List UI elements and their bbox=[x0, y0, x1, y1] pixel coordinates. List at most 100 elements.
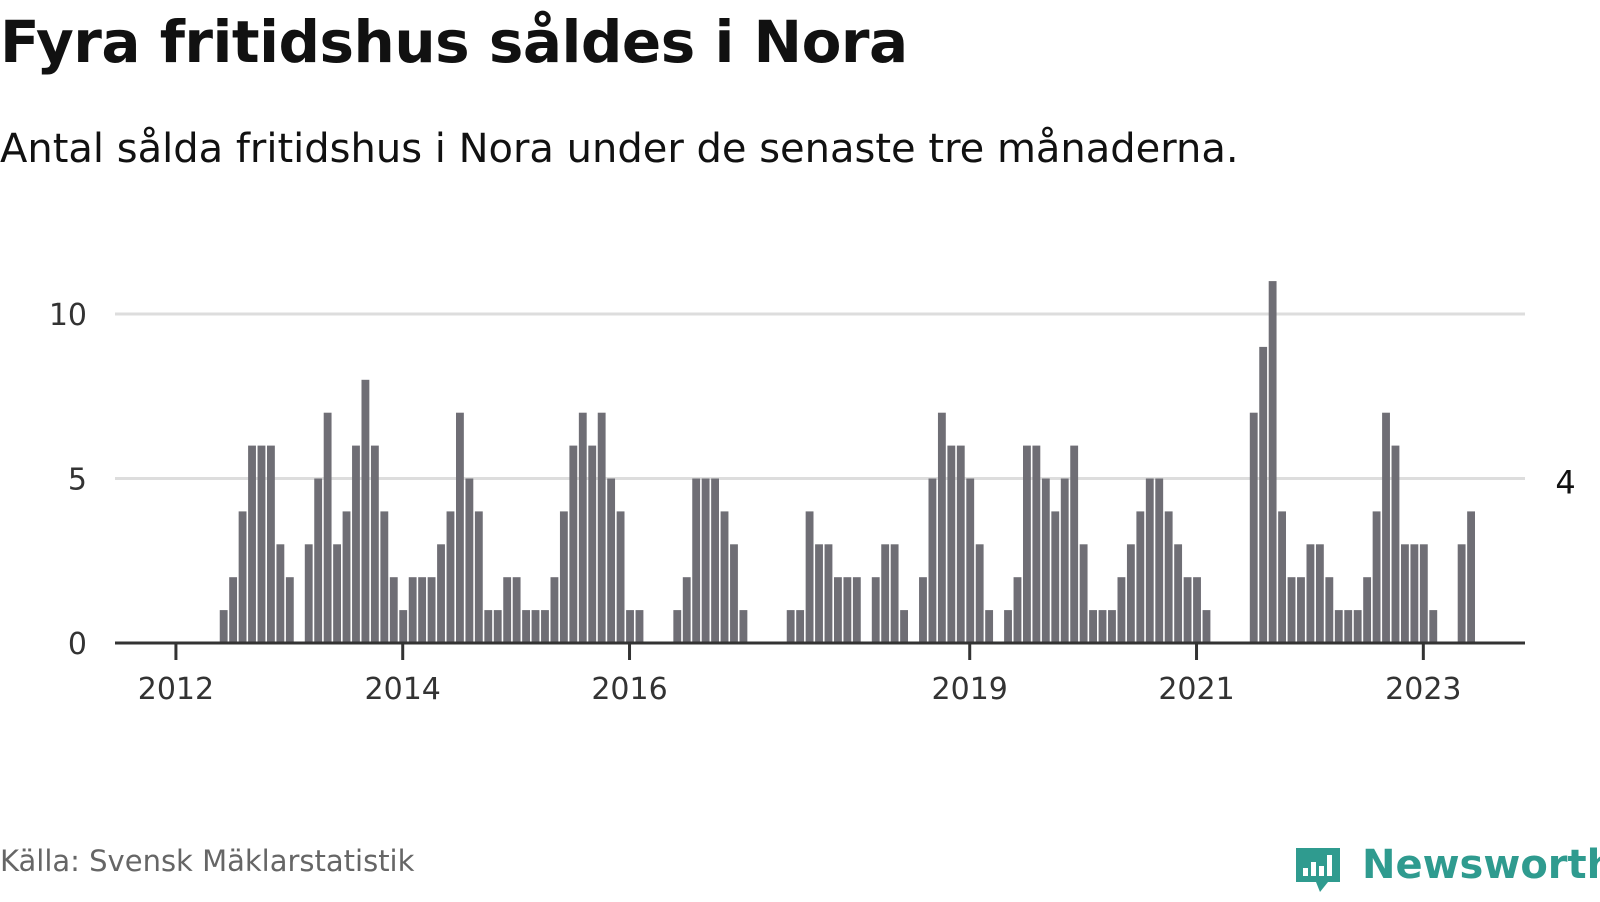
bar bbox=[1098, 610, 1107, 643]
bar bbox=[389, 577, 398, 643]
bar bbox=[975, 544, 984, 643]
bar bbox=[607, 478, 616, 643]
bar bbox=[1287, 577, 1296, 643]
bar bbox=[824, 544, 833, 643]
bar bbox=[956, 445, 965, 643]
bar bbox=[550, 577, 559, 643]
bar bbox=[219, 610, 228, 643]
bar bbox=[342, 511, 351, 643]
bar bbox=[522, 610, 530, 643]
bar bbox=[276, 544, 285, 643]
bar bbox=[1344, 610, 1353, 643]
bar bbox=[937, 412, 946, 643]
bar bbox=[503, 577, 512, 643]
bar bbox=[257, 445, 266, 643]
bar bbox=[635, 610, 644, 643]
bar bbox=[1410, 544, 1419, 643]
bar bbox=[408, 577, 417, 643]
bar bbox=[1334, 610, 1343, 643]
bar bbox=[881, 544, 890, 643]
bar bbox=[616, 511, 625, 643]
bar bbox=[730, 544, 738, 643]
bar bbox=[966, 478, 975, 643]
bar bbox=[238, 511, 247, 643]
bar bbox=[1268, 281, 1277, 643]
bar bbox=[673, 610, 682, 643]
bar bbox=[248, 445, 256, 643]
bar bbox=[1136, 511, 1145, 643]
bar-chart-speech-icon bbox=[1296, 848, 1340, 892]
bar bbox=[947, 445, 956, 643]
gridlines bbox=[115, 312, 1525, 480]
bar bbox=[1174, 544, 1183, 643]
bar bbox=[314, 478, 323, 643]
bar bbox=[692, 478, 701, 643]
bar bbox=[512, 577, 521, 643]
bar bbox=[333, 544, 341, 643]
bar bbox=[720, 511, 729, 643]
bar bbox=[739, 610, 748, 643]
bar bbox=[465, 478, 474, 643]
bar bbox=[1117, 577, 1126, 643]
bar bbox=[229, 577, 238, 643]
bar bbox=[285, 577, 294, 643]
bar bbox=[559, 511, 568, 643]
bar bbox=[380, 511, 389, 643]
bar bbox=[588, 445, 597, 643]
bar bbox=[1164, 511, 1173, 643]
y-tick-label: 10 bbox=[49, 298, 87, 333]
bar bbox=[597, 412, 606, 643]
bar bbox=[427, 577, 436, 643]
source-note: Källa: Svensk Mäklarstatistik bbox=[0, 844, 415, 878]
bar bbox=[796, 610, 805, 643]
bar bbox=[1079, 544, 1088, 643]
bar bbox=[1467, 511, 1475, 643]
bar bbox=[474, 511, 483, 643]
x-tick-label: 2014 bbox=[365, 672, 441, 707]
bar bbox=[682, 577, 691, 643]
x-tick-label: 2023 bbox=[1385, 672, 1461, 707]
bar bbox=[484, 610, 493, 643]
bar bbox=[1060, 478, 1069, 643]
bar bbox=[919, 577, 927, 643]
bar bbox=[1315, 544, 1324, 643]
bar bbox=[1013, 577, 1022, 643]
x-tick-label: 2016 bbox=[591, 672, 667, 707]
bar bbox=[1193, 577, 1201, 643]
bar bbox=[370, 445, 379, 643]
bar bbox=[1041, 478, 1050, 643]
bar bbox=[1089, 610, 1097, 643]
bar bbox=[834, 577, 842, 643]
bar bbox=[456, 412, 464, 643]
bar bbox=[1419, 544, 1428, 643]
bar bbox=[1325, 577, 1334, 643]
bar bbox=[1023, 445, 1031, 643]
bar bbox=[1259, 346, 1268, 643]
bar bbox=[1382, 412, 1390, 643]
bar-value-label: 4 bbox=[1555, 463, 1575, 501]
bar bbox=[1126, 544, 1135, 643]
bar bbox=[1306, 544, 1315, 643]
bar bbox=[1183, 577, 1192, 643]
bar bbox=[493, 610, 502, 643]
bar bbox=[843, 577, 852, 643]
bar bbox=[531, 610, 540, 643]
x-tick-label: 2021 bbox=[1158, 672, 1234, 707]
bar bbox=[1249, 412, 1258, 643]
brand-logo[interactable]: Newsworthy bbox=[1290, 842, 1600, 902]
bar bbox=[304, 544, 313, 643]
y-tick-label: 5 bbox=[68, 463, 87, 498]
axes: 0 5 10 4 2012 2014 2016 2019 2021 2023 bbox=[49, 298, 1576, 707]
bar bbox=[1429, 610, 1438, 643]
bar bbox=[1401, 544, 1409, 643]
bar bbox=[985, 610, 994, 643]
bar bbox=[1297, 577, 1305, 643]
y-tick-label: 0 bbox=[68, 627, 87, 662]
x-tick-label: 2012 bbox=[138, 672, 214, 707]
bar bbox=[1004, 610, 1012, 643]
brand-name: Newsworthy bbox=[1362, 842, 1600, 888]
bar bbox=[578, 412, 587, 643]
bar bbox=[1155, 478, 1164, 643]
bar bbox=[890, 544, 899, 643]
